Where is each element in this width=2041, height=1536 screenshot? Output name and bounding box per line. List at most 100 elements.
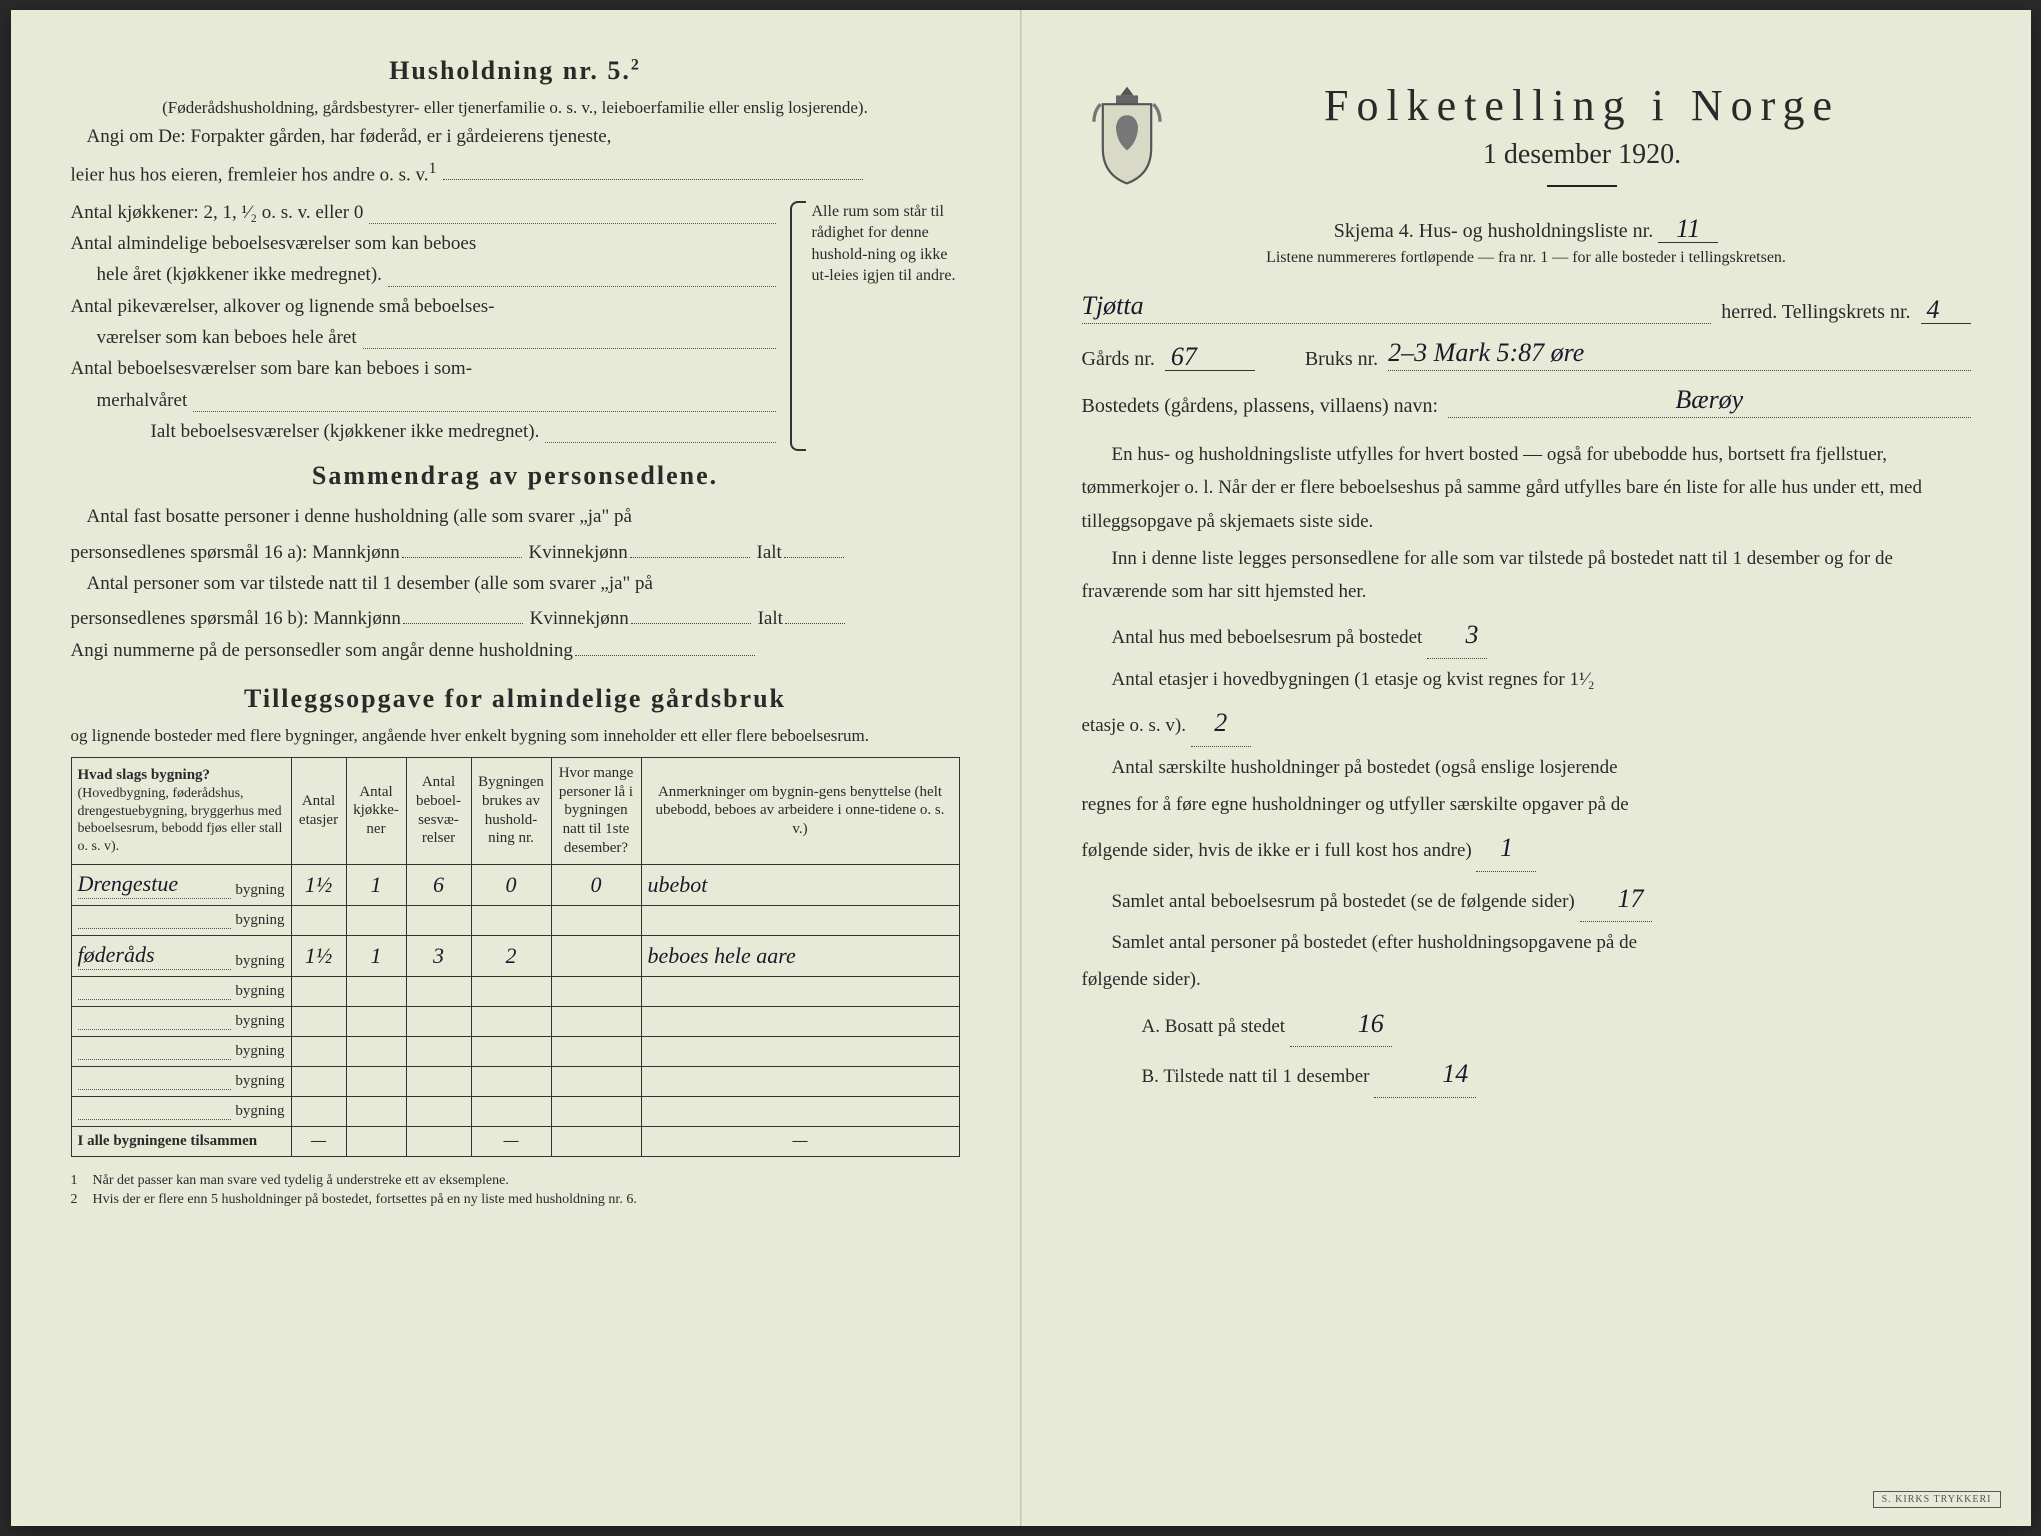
gards-value: 67	[1165, 342, 1255, 371]
household-title: Husholdning nr. 5.2	[71, 56, 960, 86]
rooms-l4a: Antal beboelsesværelser som bare kan beb…	[71, 358, 473, 379]
qA-value: 16	[1290, 1001, 1392, 1048]
sammen-p1a: Antal fast bosatte personer i denne hush…	[71, 501, 960, 532]
sammen-ialt1: Ialt	[757, 542, 782, 563]
q2-value: 2	[1191, 700, 1251, 747]
krets-value: 4	[1921, 295, 1971, 324]
header-block: Folketelling i Norge 1 desember 1920.	[1082, 80, 1971, 190]
q1-value: 3	[1427, 612, 1487, 659]
sammen-p3-row: Angi nummerne på de personsedler som ang…	[71, 635, 960, 666]
table-row: føderådsbygning1½132beboes hele aare	[71, 935, 959, 976]
intro-1: Angi om De: Forpakter gården, har føderå…	[71, 121, 960, 152]
intro-2: leier hus hos eieren, fremleier hos andr…	[71, 156, 960, 191]
rooms-side-note: Alle rum som står til rådighet for denne…	[790, 197, 960, 448]
para-2: Inn i denne liste legges personsedlene f…	[1082, 542, 1971, 609]
skjema-value: 11	[1658, 214, 1718, 243]
rooms-l1: Antal kjøkkener: 2, 1, ¹⁄₂ o. s. v. elle…	[71, 197, 364, 228]
para-1: En hus- og husholdningsliste utfylles fo…	[1082, 438, 1971, 538]
tillegg-sub: og lignende bosteder med flere bygninger…	[71, 724, 960, 749]
th-c1b: (Hovedbygning, føderådshus, drengestueby…	[78, 785, 285, 855]
qA-row: A. Bosatt på stedet 16	[1082, 1001, 1971, 1048]
coat-of-arms-icon	[1082, 80, 1172, 190]
th-c3: Antal kjøkke-ner	[346, 757, 406, 864]
title-rule	[1547, 185, 1617, 187]
q3a: Antal særskilte husholdninger på bostede…	[1082, 751, 1971, 784]
bosted-value: Bærøy	[1448, 385, 1970, 418]
gards-label: Gårds nr.	[1082, 348, 1155, 371]
rooms-l3a: Antal pikeværelser, alkover og lignende …	[71, 296, 495, 317]
intro-2-text: leier hus hos eieren, fremleier hos andr…	[71, 164, 429, 185]
q5a: Samlet antal personer på bostedet (efter…	[1082, 926, 1971, 959]
document-spread: Husholdning nr. 5.2 (Føderådshusholdning…	[11, 10, 2031, 1526]
qB-label: B. Tilstede natt til 1 desember	[1142, 1066, 1370, 1087]
q4-row: Samlet antal beboelsesrum på bostedet (s…	[1082, 876, 1971, 923]
th-c7: Anmerkninger om bygnin-gens benyttelse (…	[641, 757, 959, 864]
table-row: bygning	[71, 976, 959, 1006]
printer-stamp: S. KIRKS TRYKKERI	[1873, 1491, 2001, 1508]
q4-label: Samlet antal beboelsesrum på bostedet (s…	[1112, 891, 1575, 912]
q3c-label: følgende sider, hvis de ikke er i full k…	[1082, 840, 1472, 861]
sammen-p1b: personsedlenes spørsmål 16 a): Mannkjønn	[71, 542, 400, 563]
sammen-title: Sammendrag av personsedlene.	[71, 461, 960, 491]
intro-small: (Føderådshusholdning, gårdsbestyrer- ell…	[71, 96, 960, 121]
table-row: bygning	[71, 1006, 959, 1036]
skjema-line: Skjema 4. Hus- og husholdningsliste nr. …	[1082, 214, 1971, 243]
q3b: regnes for å føre egne husholdninger og …	[1082, 788, 1971, 821]
table-row: bygning	[71, 1066, 959, 1096]
buildings-table: Hvad slags bygning? (Hovedbygning, føder…	[71, 757, 960, 1157]
q4-value: 17	[1580, 876, 1652, 923]
th-c5: Bygningen brukes av hushold-ning nr.	[471, 757, 551, 864]
total-dash3: —	[641, 1126, 959, 1156]
sammen-kv2: Kvinnekjønn	[530, 608, 629, 629]
qB-value: 14	[1374, 1051, 1476, 1098]
main-date: 1 desember 1920.	[1194, 139, 1971, 171]
footnote-1: Når det passer kan man svare ved tydelig…	[93, 1171, 509, 1191]
main-title: Folketelling i Norge	[1194, 80, 1971, 131]
intro-2-sup: 1	[429, 160, 437, 177]
qA-label: A. Bosatt på stedet	[1142, 1016, 1286, 1037]
bruks-label: Bruks nr.	[1305, 348, 1378, 371]
right-page: Folketelling i Norge 1 desember 1920. Sk…	[1021, 10, 2031, 1526]
title-block: Folketelling i Norge 1 desember 1920.	[1194, 80, 1971, 187]
sammen-p1b-row: personsedlenes spørsmål 16 a): Mannkjønn…	[71, 537, 960, 568]
rooms-l4b: merhalvåret	[97, 385, 188, 416]
table-total-row: I alle bygningene tilsammen — — —	[71, 1126, 959, 1156]
th-c2: Antal etasjer	[291, 757, 346, 864]
total-dash1: —	[291, 1126, 346, 1156]
tillegg-title: Tilleggsopgave for almindelige gårdsbruk	[71, 684, 960, 714]
sammen-p3: Angi nummerne på de personsedler som ang…	[71, 640, 573, 661]
footnotes: 1Når det passer kan man svare ved tydeli…	[71, 1171, 960, 1210]
rooms-l3b: værelser som kan beboes hele året	[97, 322, 357, 353]
q3-value: 1	[1476, 825, 1536, 872]
sammen-p2b: personsedlenes spørsmål 16 b): Mannkjønn	[71, 608, 401, 629]
qB-row: B. Tilstede natt til 1 desember 14	[1082, 1051, 1971, 1098]
bruks-value: 2–3 Mark 5:87 øre	[1388, 338, 1970, 371]
q1-label: Antal hus med beboelsesrum på bostedet	[1112, 627, 1423, 648]
list-note: Listene nummereres fortløpende — fra nr.…	[1082, 249, 1971, 267]
household-title-text: Husholdning nr. 5.	[389, 56, 631, 85]
table-row: bygning	[71, 1096, 959, 1126]
rooms-left: Antal kjøkkener: 2, 1, ¹⁄₂ o. s. v. elle…	[71, 197, 782, 448]
skjema-label: Skjema 4. Hus- og husholdningsliste nr.	[1334, 220, 1653, 242]
bosted-label: Bostedets (gårdens, plassens, villaens) …	[1082, 395, 1439, 418]
q5b: følgende sider).	[1082, 963, 1971, 996]
q1-row: Antal hus med beboelsesrum på bostedet 3	[1082, 612, 1971, 659]
q2a: Antal etasjer i hovedbygningen (1 etasje…	[1082, 663, 1971, 696]
body-text: En hus- og husholdningsliste utfylles fo…	[1082, 438, 1971, 1098]
table-row: Drengestuebygning1½1600ubebot	[71, 864, 959, 905]
table-row: bygning	[71, 1036, 959, 1066]
sammen-p2a: Antal personer som var tilstede natt til…	[71, 568, 960, 599]
table-row: bygning	[71, 905, 959, 935]
herred-label: herred. Tellingskrets nr.	[1721, 301, 1910, 324]
th-c4: Antal beboel-sesvæ-relser	[406, 757, 471, 864]
sammen-ialt2: Ialt	[758, 608, 783, 629]
footnote-2: Hvis der er flere enn 5 husholdninger på…	[93, 1190, 637, 1210]
rooms-l2a: Antal almindelige beboelsesværelser som …	[71, 233, 477, 254]
q3c-row: følgende sider, hvis de ikke er i full k…	[1082, 825, 1971, 872]
field-block: Tjøtta herred. Tellingskrets nr. 4 Gårds…	[1082, 291, 1971, 418]
q2b-row: etasje o. s. v). 2	[1082, 700, 1971, 747]
th-c6: Hvor mange personer lå i bygningen natt …	[551, 757, 641, 864]
q2b-label: etasje o. s. v).	[1082, 715, 1186, 736]
rooms-block: Antal kjøkkener: 2, 1, ¹⁄₂ o. s. v. elle…	[71, 197, 960, 448]
total-label: I alle bygningene tilsammen	[71, 1126, 291, 1156]
